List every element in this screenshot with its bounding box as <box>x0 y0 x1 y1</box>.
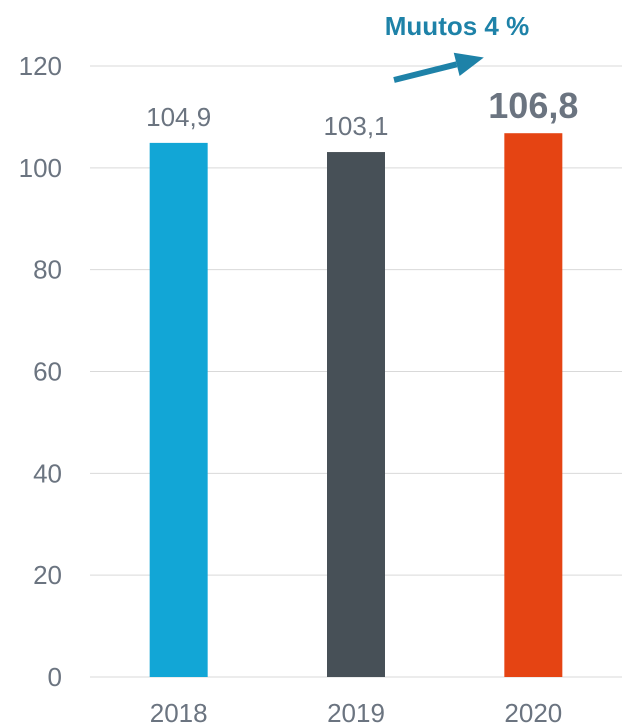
y-tick-label: 80 <box>33 255 62 285</box>
y-tick-label: 60 <box>33 357 62 387</box>
x-tick-label: 2020 <box>504 698 562 728</box>
bars <box>149 133 563 678</box>
annotation: Muutos 4 % <box>385 11 529 83</box>
arrow-head <box>453 52 484 76</box>
y-axis-tick-labels: 0 20 40 60 80 100 120 <box>19 51 62 692</box>
data-labels: 104,9 103,1 106,8 <box>146 85 578 141</box>
data-label-2019: 103,1 <box>323 111 388 141</box>
x-tick-label: 2019 <box>327 698 385 728</box>
arrow-shaft <box>393 61 458 83</box>
change-arrow-icon <box>393 52 484 83</box>
y-tick-label: 20 <box>33 560 62 590</box>
y-tick-label: 0 <box>48 662 62 692</box>
data-label-2020: 106,8 <box>488 85 578 126</box>
bar-2020 <box>504 133 563 677</box>
y-tick-label: 100 <box>19 153 62 183</box>
x-axis-tick-labels: 2018 2019 2020 <box>150 698 563 728</box>
y-tick-label: 120 <box>19 51 62 81</box>
bar-2019 <box>327 152 385 677</box>
x-tick-label: 2018 <box>150 698 208 728</box>
y-tick-label: 40 <box>33 458 62 488</box>
data-label-2018: 104,9 <box>146 102 211 132</box>
change-annotation: Muutos 4 % <box>385 11 529 41</box>
bar-2018 <box>149 142 208 678</box>
